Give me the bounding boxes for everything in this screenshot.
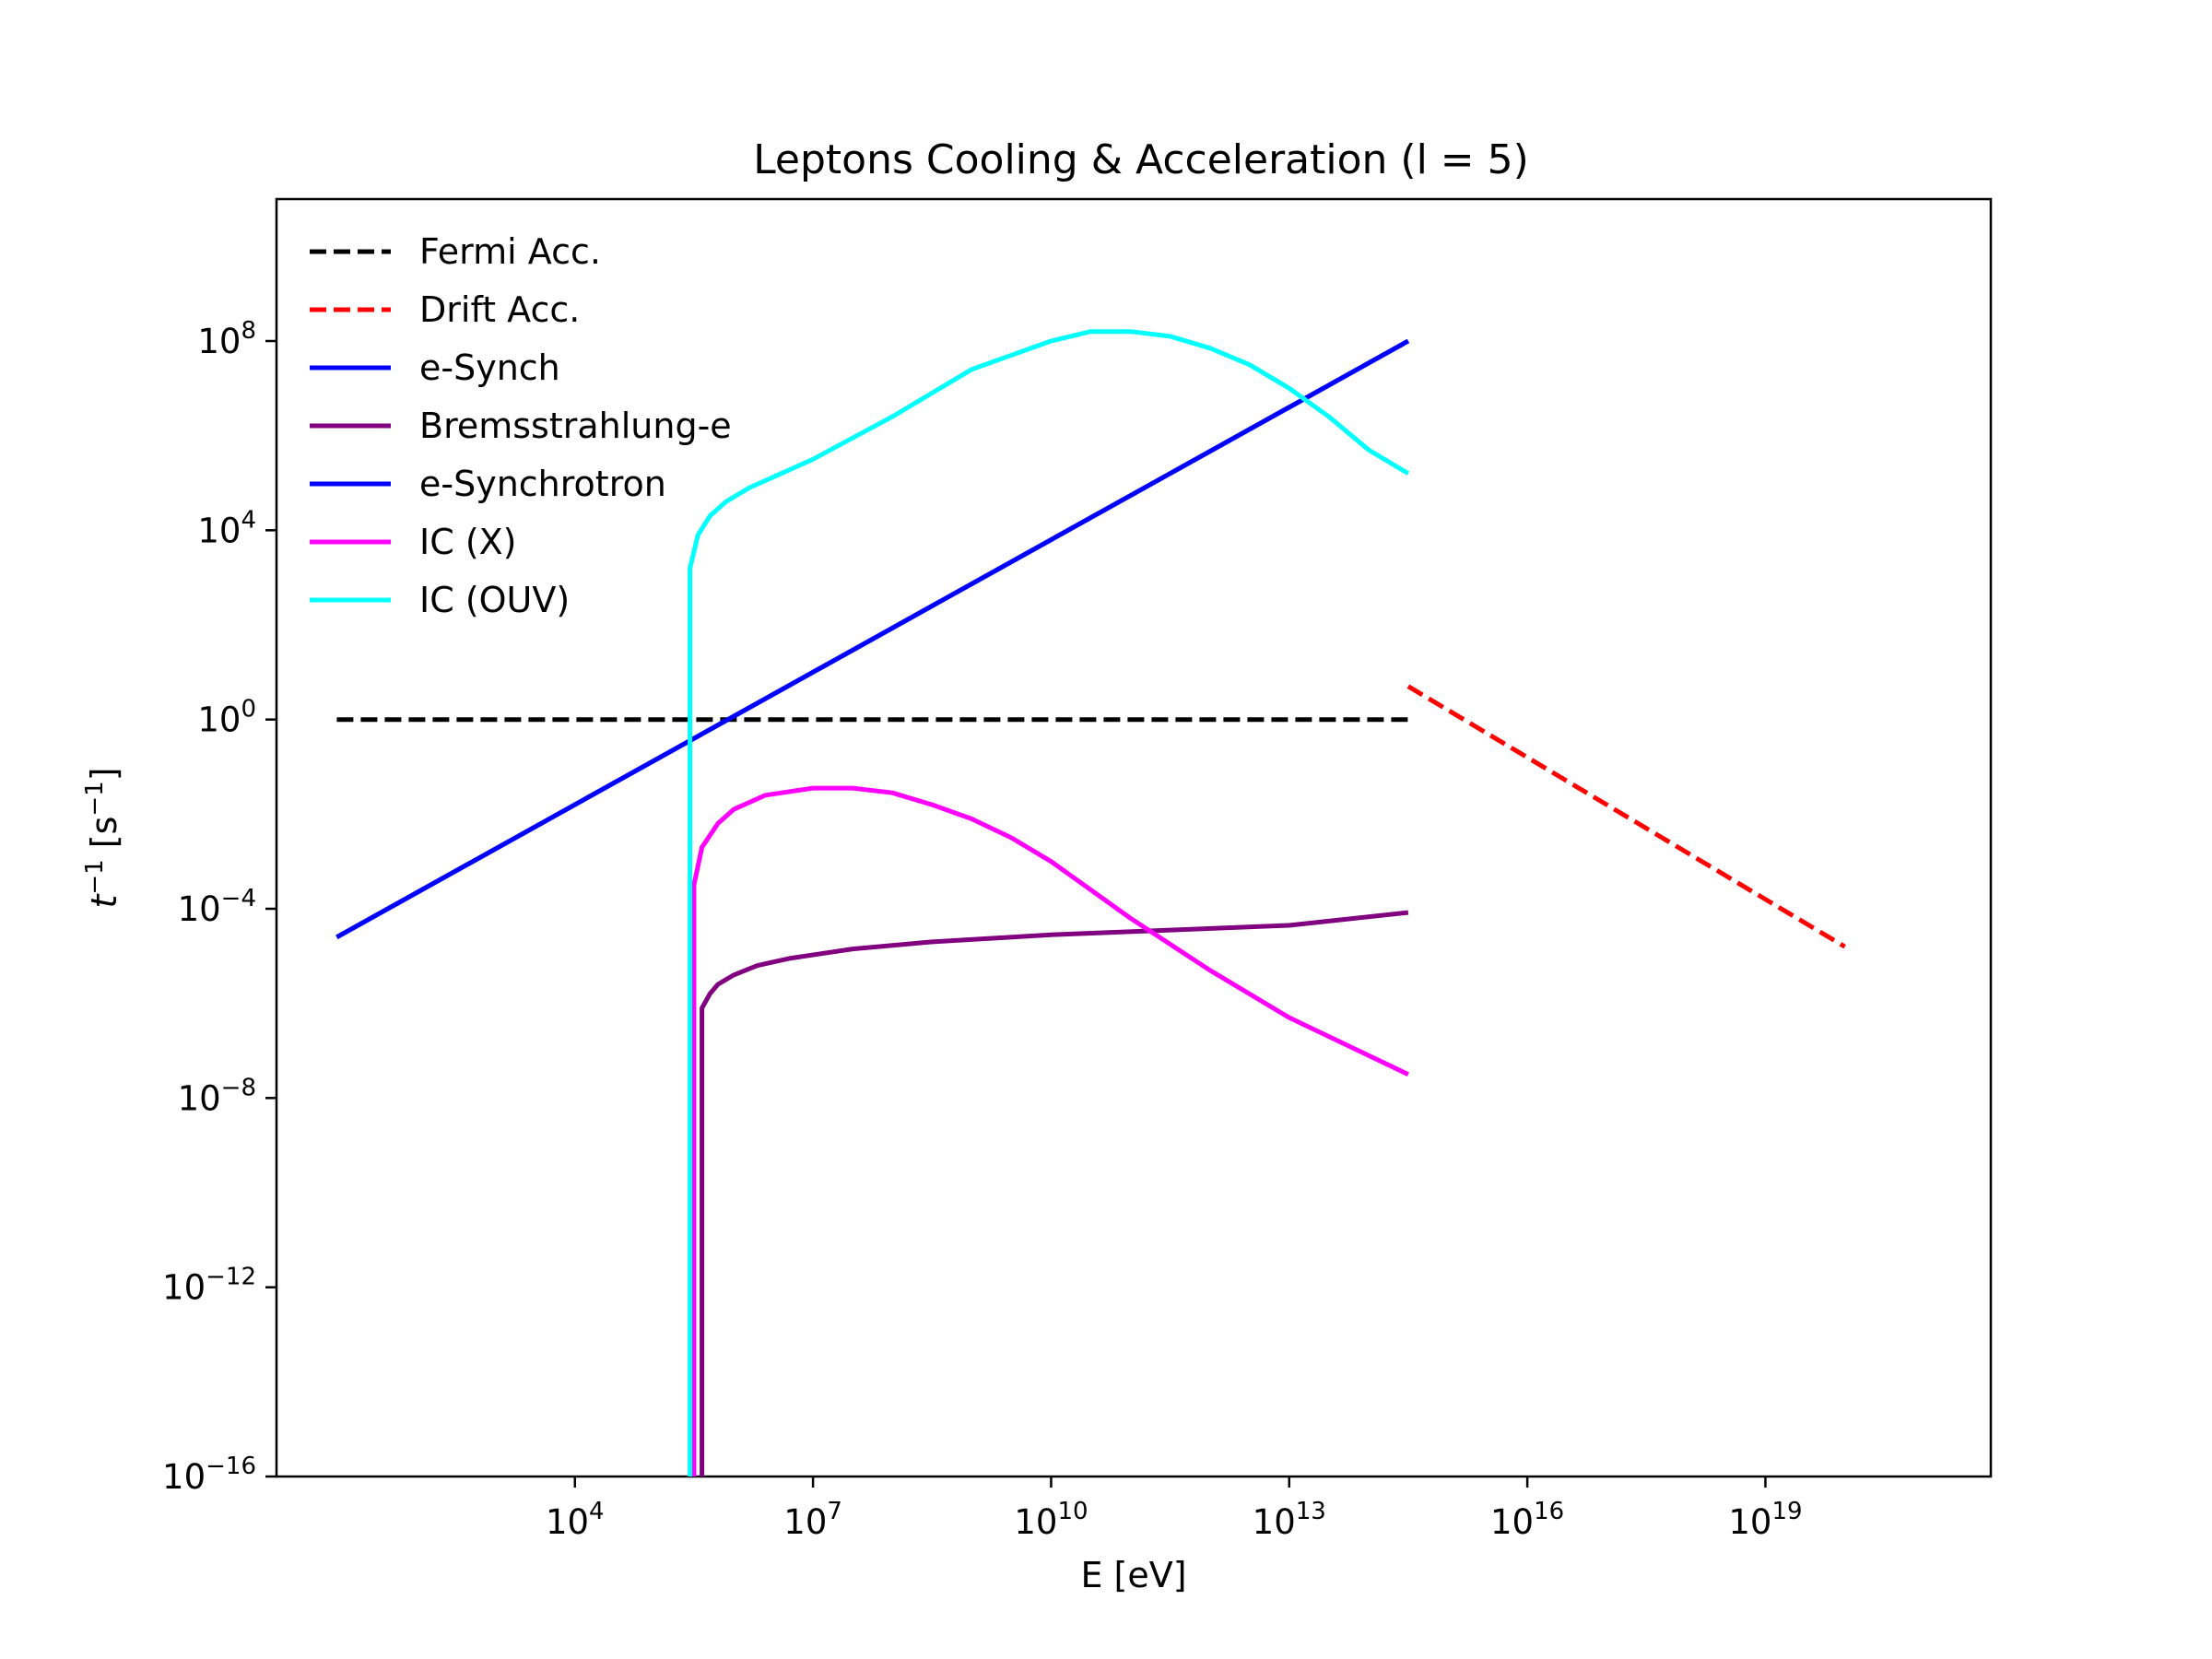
legend-item-bremsstrahlung-e: Bremsstrahlung-e: [310, 406, 732, 446]
legend-label: IC (OUV): [419, 580, 570, 620]
y-tick-label: 10−16: [162, 1453, 256, 1497]
legend-label: Bremsstrahlung-e: [419, 406, 732, 446]
series-line-bremsstrahlung-e: [700, 910, 1409, 1477]
y-axis-label-close: ]: [84, 767, 124, 781]
legend-label: IC (X): [419, 522, 517, 562]
y-tick-label: 10−4: [178, 885, 256, 929]
legend-item-fermi-acc: Fermi Acc.: [310, 231, 601, 272]
x-axis-ticks: 104 107 1010 1013 1016 1019: [546, 1477, 1803, 1542]
legend-label: e-Synchrotron: [419, 464, 666, 504]
x-tick-label: 1013: [1253, 1498, 1326, 1542]
chart-title: Leptons Cooling & Acceleration (l = 5): [753, 136, 1529, 183]
x-tick-label: 1010: [1014, 1498, 1088, 1542]
legend: Fermi Acc. Drift Acc. e-Synch Bremsstrahlun…: [310, 231, 732, 620]
x-tick-label: 1016: [1490, 1498, 1564, 1542]
y-axis-label: t−1 [s−1]: [81, 767, 124, 908]
x-tick-label: 104: [546, 1498, 605, 1542]
y-axis-label-exp: −1: [81, 859, 109, 894]
y-tick-label: 100: [197, 696, 256, 740]
legend-item-e-synchrotron: e-Synchrotron: [310, 464, 666, 504]
legend-item-drift-acc: Drift Acc.: [310, 289, 580, 330]
legend-item-ic-x: IC (X): [310, 522, 517, 562]
series-layer: [335, 329, 1846, 1477]
legend-label: Fermi Acc.: [419, 231, 601, 272]
y-tick-label: 10−8: [178, 1074, 256, 1118]
x-tick-label: 107: [783, 1498, 842, 1542]
x-tick-label: 1019: [1728, 1498, 1802, 1542]
legend-label: Drift Acc.: [419, 289, 580, 330]
y-tick-label: 104: [197, 506, 256, 550]
legend-item-e-synch: e-Synch: [310, 347, 560, 388]
plot-area: [275, 197, 1993, 1478]
x-axis-label: E [eV]: [1080, 1555, 1186, 1595]
series-line-drift-acc: [1406, 684, 1846, 949]
series-line-e-synchrotron: [335, 338, 1410, 939]
series-line-ic-x: [691, 785, 1409, 1477]
series-line-ic-ouv: [688, 329, 1410, 1477]
y-axis-label-base: t: [84, 893, 124, 909]
y-axis-label-unit: [s: [84, 817, 124, 860]
y-tick-label: 108: [197, 317, 256, 361]
y-axis-ticks: 108 104 100 10−4 10−8 10−12 10−16: [162, 317, 276, 1497]
y-tick-label: 10−12: [162, 1264, 256, 1308]
y-axis-label-unit-exp: −1: [81, 781, 109, 816]
legend-label: e-Synch: [419, 347, 560, 388]
legend-item-ic-ouv: IC (OUV): [310, 580, 570, 620]
